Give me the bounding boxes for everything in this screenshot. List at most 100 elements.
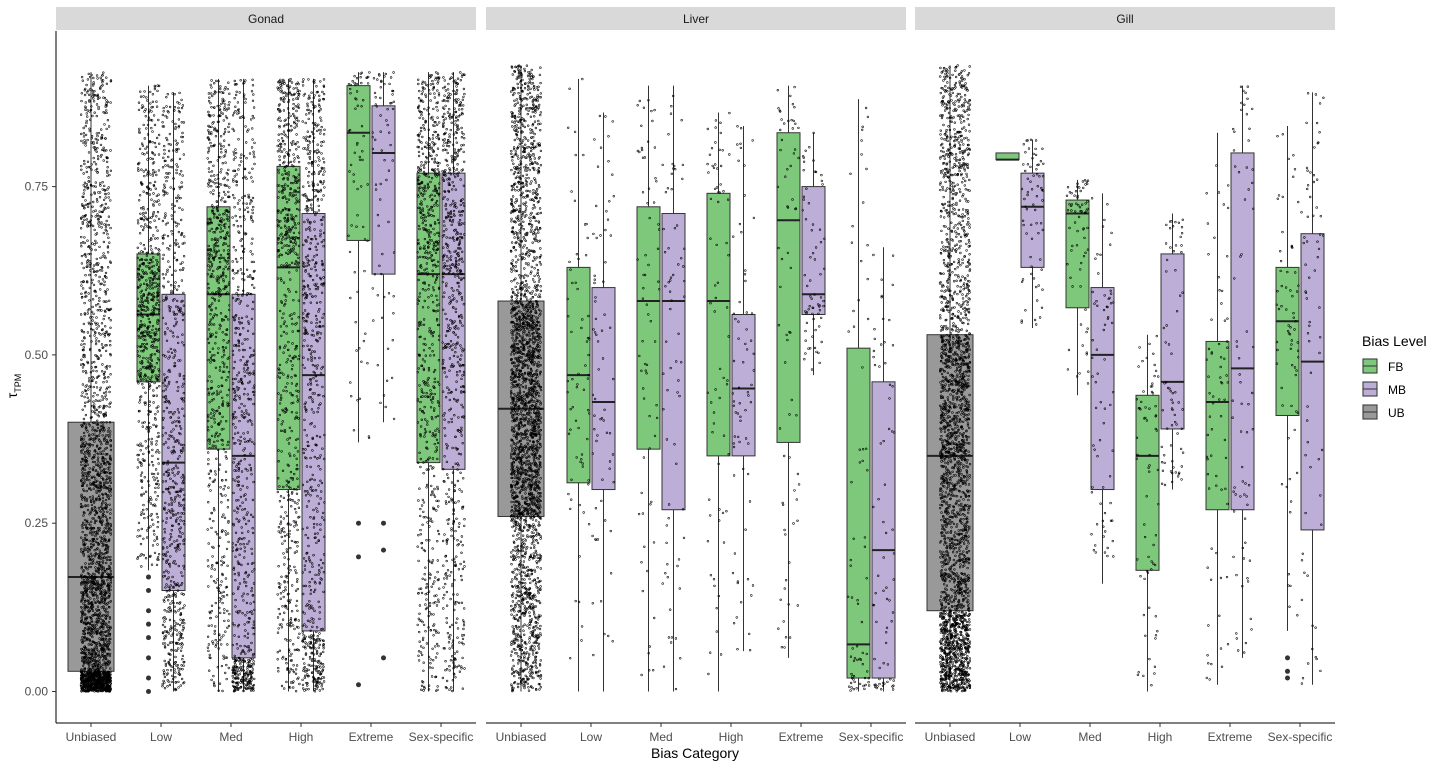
jitter-point — [209, 611, 211, 613]
jitter-point — [89, 167, 91, 169]
jitter-point — [152, 464, 154, 466]
jitter-point — [86, 120, 88, 122]
jitter-point — [158, 218, 160, 220]
jitter-point — [106, 381, 108, 383]
jitter-point — [174, 676, 176, 678]
jitter-point — [163, 670, 165, 672]
jitter-point — [104, 315, 106, 317]
jitter-point — [216, 616, 218, 618]
jitter-point — [162, 121, 164, 123]
jitter-point — [105, 345, 107, 347]
jitter-point — [209, 654, 211, 656]
jitter-point — [96, 387, 98, 389]
jitter-point — [92, 91, 94, 93]
jitter-point — [144, 91, 146, 93]
jitter-point — [109, 340, 111, 342]
jitter-point — [228, 131, 230, 133]
jitter-point — [209, 126, 211, 128]
jitter-point — [152, 158, 154, 160]
jitter-point — [149, 383, 151, 385]
jitter-point — [235, 157, 237, 159]
jitter-point — [103, 185, 105, 187]
jitter-point — [83, 142, 85, 144]
jitter-point — [103, 333, 105, 335]
jitter-point — [86, 171, 88, 173]
jitter-point — [98, 263, 100, 265]
jitter-point — [88, 380, 90, 382]
jitter-point — [223, 488, 225, 490]
jitter-point — [103, 253, 105, 255]
jitter-point — [83, 347, 85, 349]
jitter-point — [211, 605, 213, 607]
jitter-point — [145, 447, 147, 449]
box-gonad-low-mb — [162, 92, 186, 692]
jitter-point — [208, 650, 210, 652]
jitter-point — [154, 220, 156, 222]
jitter-point — [96, 104, 98, 106]
jitter-point — [167, 93, 169, 95]
jitter-point — [253, 156, 255, 158]
jitter-point — [182, 668, 184, 670]
jitter-point — [93, 378, 95, 380]
jitter-point — [159, 204, 161, 206]
jitter-point — [167, 110, 169, 112]
jitter-point — [175, 593, 177, 595]
jitter-point — [254, 142, 256, 144]
jitter-point — [91, 282, 93, 284]
jitter-point — [235, 149, 237, 151]
jitter-point — [228, 667, 230, 669]
jitter-point — [178, 107, 180, 109]
jitter-point — [84, 343, 86, 345]
jitter-point — [219, 597, 221, 599]
jitter-point — [157, 480, 159, 482]
jitter-point — [164, 626, 166, 628]
jitter-point — [81, 92, 83, 94]
jitter-point — [110, 150, 112, 152]
jitter-point — [87, 397, 89, 399]
jitter-point — [138, 102, 140, 104]
jitter-point — [174, 106, 176, 108]
jitter-point — [155, 171, 157, 173]
jitter-point — [216, 186, 218, 188]
jitter-point — [87, 206, 89, 208]
jitter-point — [96, 75, 98, 77]
jitter-point — [105, 149, 107, 151]
jitter-point — [91, 164, 93, 166]
jitter-point — [162, 114, 164, 116]
jitter-point — [210, 132, 212, 134]
jitter-point — [105, 110, 107, 112]
jitter-point — [106, 161, 108, 163]
jitter-point — [105, 391, 107, 393]
jitter-point — [95, 264, 97, 266]
jitter-point — [100, 387, 102, 389]
jitter-point — [81, 395, 83, 397]
jitter-point — [85, 145, 87, 147]
jitter-point — [154, 238, 156, 240]
jitter-point — [145, 169, 147, 171]
jitter-point — [97, 215, 99, 217]
jitter-point — [108, 216, 110, 218]
jitter-point — [210, 185, 212, 187]
jitter-point — [207, 586, 209, 588]
jitter-point — [166, 117, 168, 119]
jitter-point — [144, 517, 146, 519]
jitter-point — [181, 678, 183, 680]
jitter-point — [97, 394, 99, 396]
jitter-point — [225, 495, 227, 497]
jitter-point — [92, 201, 94, 203]
outlier-point — [146, 588, 151, 593]
jitter-point — [94, 335, 96, 337]
jitter-point — [156, 536, 158, 538]
jitter-point — [88, 253, 90, 255]
jitter-point — [226, 458, 228, 460]
jitter-point — [179, 103, 181, 105]
jitter-point — [80, 245, 82, 247]
jitter-point — [108, 237, 110, 239]
jitter-point — [163, 601, 165, 603]
jitter-point — [241, 273, 243, 275]
jitter-point — [214, 129, 216, 131]
jitter-point — [89, 89, 91, 91]
jitter-point — [151, 217, 153, 219]
jitter-point — [140, 243, 142, 245]
jitter-point — [241, 238, 243, 240]
